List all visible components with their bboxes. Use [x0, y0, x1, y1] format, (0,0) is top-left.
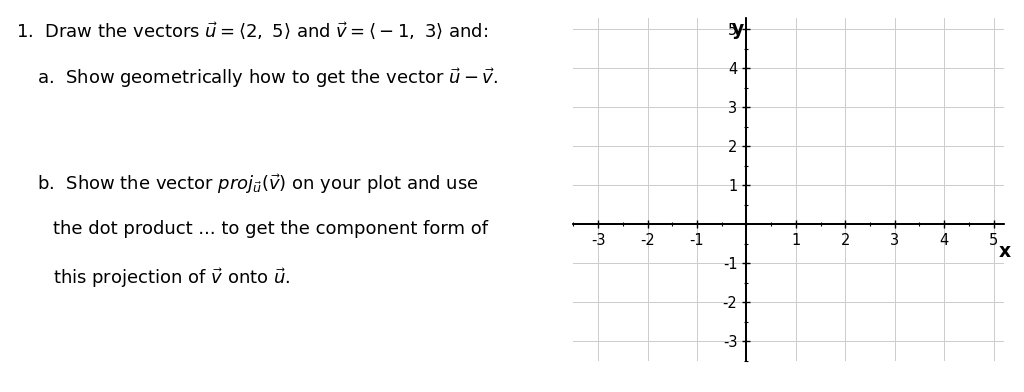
Text: a.  Show geometrically how to get the vector $\vec{u} - \vec{v}$.: a. Show geometrically how to get the vec…	[37, 67, 499, 91]
Text: y: y	[731, 20, 743, 39]
Text: this projection of $\vec{v}$ onto $\vec{u}$.: this projection of $\vec{v}$ onto $\vec{…	[53, 267, 291, 290]
Text: b.  Show the vector $\mathit{proj}_{\vec{u}}(\vec{v})$ on your plot and use: b. Show the vector $\mathit{proj}_{\vec{…	[37, 172, 479, 196]
Text: x: x	[998, 242, 1011, 261]
Text: 1.  Draw the vectors $\vec{u} = \langle 2,\ 5\rangle$ and $\vec{v} = \langle -1,: 1. Draw the vectors $\vec{u} = \langle 2…	[16, 20, 488, 40]
Text: the dot product ... to get the component form of: the dot product ... to get the component…	[53, 220, 488, 238]
